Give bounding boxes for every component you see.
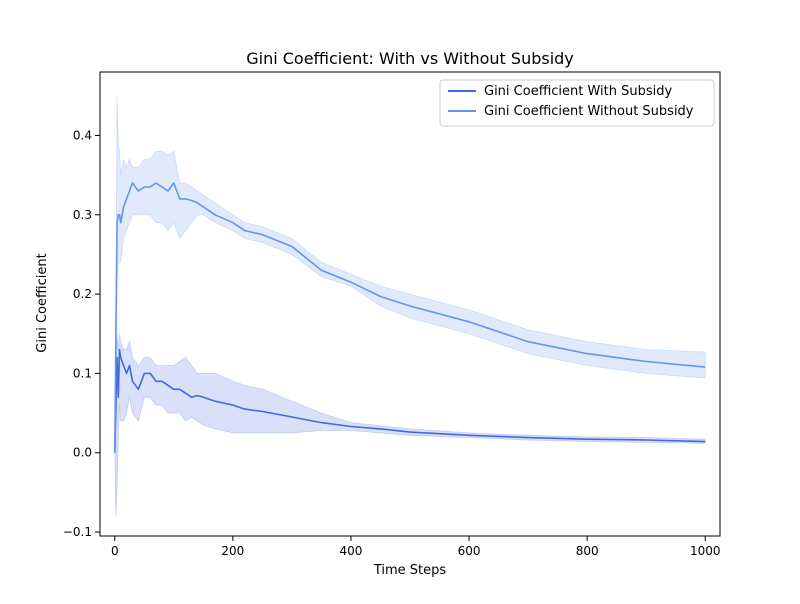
y-tick-label: 0.4 <box>73 128 92 142</box>
legend-entry-2: Gini Coefficient Without Subsidy <box>484 104 694 119</box>
series-2-confidence-band <box>114 95 706 453</box>
plot-area: 0 200 400 600 800 1000 −0.1 0.0 0.1 0.2 0.3 0.4 <box>63 71 721 558</box>
series-1-line <box>114 348 706 453</box>
legend: Gini Coefficient With Subsidy Gini Coeffi… <box>439 79 715 127</box>
y-tick-label: −0.1 <box>63 525 92 539</box>
y-axis-label: Gini Coefficient <box>35 253 50 352</box>
y-tick-label: 0.1 <box>73 366 92 380</box>
x-tick-label: 800 <box>576 544 599 558</box>
x-tick-label: 200 <box>221 544 244 558</box>
y-tick-label: 0.3 <box>73 208 92 222</box>
x-tick-label: 600 <box>458 544 481 558</box>
x-tick-label: 0 <box>111 544 119 558</box>
y-tick-label: 0.0 <box>73 446 92 460</box>
x-tick-label: 1000 <box>690 544 721 558</box>
chart-title: Gini Coefficient: With vs Without Subsid… <box>246 49 574 68</box>
x-axis-label: Time Steps <box>373 563 447 578</box>
series-2-line <box>114 182 706 453</box>
legend-entry-1: Gini Coefficient With Subsidy <box>484 84 673 99</box>
y-tick-label: 0.2 <box>73 287 92 301</box>
x-tick-label: 400 <box>339 544 362 558</box>
plot-frame <box>99 71 721 537</box>
legend-box <box>439 79 715 127</box>
